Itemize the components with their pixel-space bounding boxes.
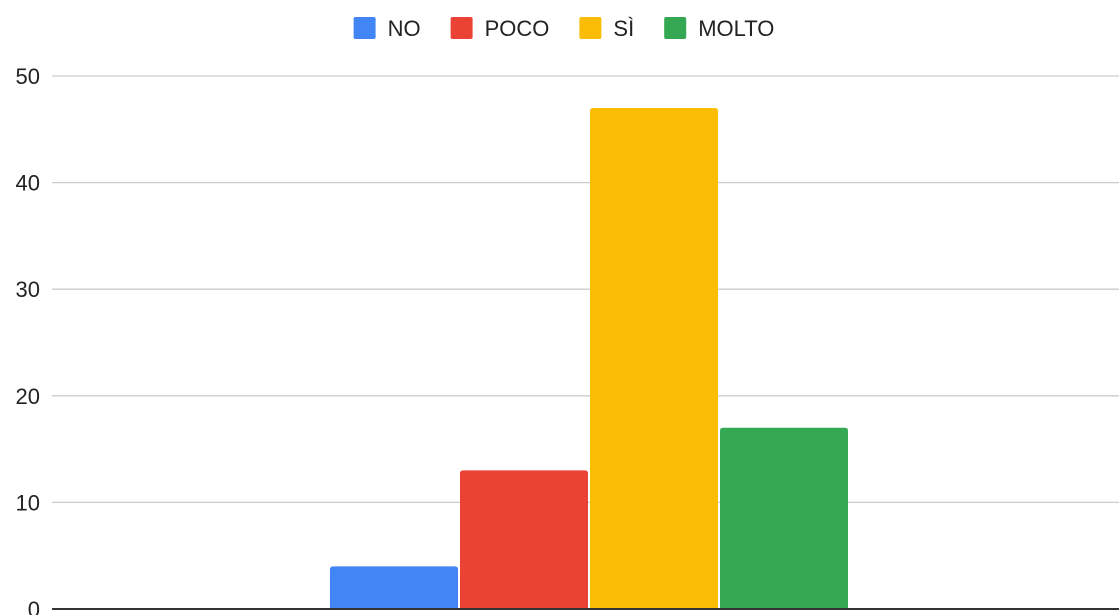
legend-label: MOLTO: [698, 16, 774, 41]
y-tick-label: 40: [16, 171, 40, 196]
bar-poco: [460, 470, 588, 609]
y-tick-label: 10: [16, 490, 40, 515]
chart-legend: NO POCO SÌ MOLTO: [353, 16, 774, 41]
y-tick-label: 30: [16, 277, 40, 302]
legend-label: NO: [388, 16, 421, 41]
y-tick-label: 0: [28, 597, 40, 615]
legend-label: SÌ: [613, 16, 634, 41]
legend-swatch-molto: [664, 17, 687, 39]
legend-swatch-poco: [450, 17, 473, 39]
bar-no: [330, 566, 458, 609]
legend-swatch-sì: [579, 17, 602, 39]
bar-sì: [590, 107, 718, 609]
y-tick-label: 20: [16, 384, 40, 409]
y-tick-label: 50: [16, 64, 40, 89]
y-axis: 0 10 20 30 40 50: [16, 64, 40, 615]
legend-swatch-no: [353, 17, 376, 39]
bar-molto: [720, 427, 848, 609]
chart-bars: [330, 107, 848, 609]
legend-label: POCO: [485, 16, 550, 41]
chart-gridlines: [52, 75, 1119, 504]
